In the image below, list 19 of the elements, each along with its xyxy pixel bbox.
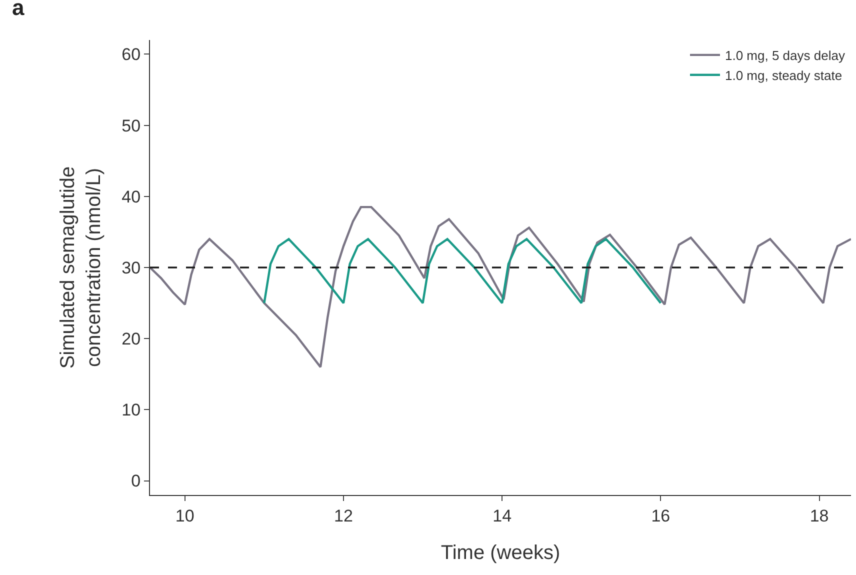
y-tick-label: 20 (122, 330, 141, 349)
y-tick-label: 0 (131, 472, 141, 491)
line-series (150, 206, 851, 368)
x-tick-label: 16 (651, 506, 670, 526)
x-tick-label: 10 (175, 506, 194, 526)
y-tick-label: 40 (122, 187, 141, 206)
text: a (12, 0, 25, 20)
y-tick-label: 50 (122, 116, 141, 136)
line-series (263, 238, 662, 304)
x-tick-label: 14 (492, 506, 512, 526)
legend-label: 1.0 mg, steady state (725, 68, 842, 83)
x-tick-label: 18 (810, 506, 829, 526)
y-axis-title: Simulated semaglutide concentration (nmol/L) (57, 166, 106, 369)
y-tick-label: 10 (122, 400, 141, 420)
y-tick-label: 30 (122, 258, 141, 278)
x-axis-title: Time (weeks) (440, 542, 560, 564)
x-tick-label: 12 (334, 506, 353, 526)
legend-label: 1.0 mg, 5 days delay (725, 48, 846, 64)
y-tick-label: 60 (122, 45, 141, 64)
